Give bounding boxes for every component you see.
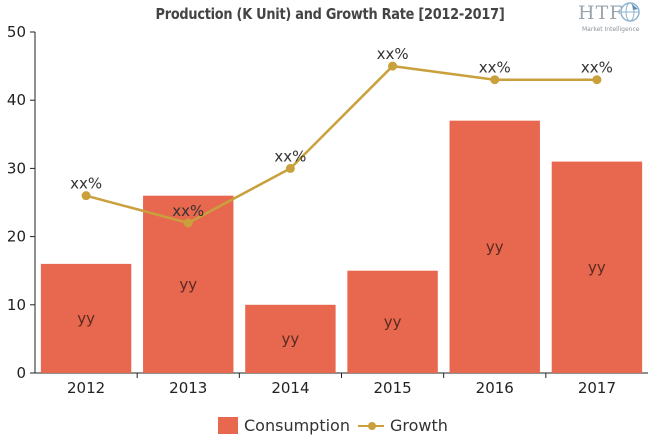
legend-swatch-bar [218, 417, 238, 434]
y-tick-label: 30 [7, 159, 26, 177]
combo-chart: yy yy yy yy yy yy xx% xx% xx% xx% xx% xx% 2012 2013… [7, 23, 648, 397]
growth-data-label: xx% [581, 59, 613, 77]
bar-data-label: yy [77, 309, 95, 327]
growth-point [81, 191, 91, 201]
x-tick-label: 2013 [169, 379, 207, 397]
growth-data-label: xx% [172, 202, 204, 220]
y-tick-label: 50 [7, 23, 26, 41]
x-tick-label: 2014 [271, 379, 309, 397]
growth-point [592, 75, 602, 85]
y-tick-label: 40 [7, 91, 26, 109]
logo-text: HTF [578, 2, 624, 24]
legend-swatch-line [358, 419, 384, 433]
bar [551, 161, 643, 373]
growth-point [388, 61, 398, 71]
legend-label-growth: Growth [390, 416, 448, 435]
growth-data-label: xx% [274, 147, 306, 165]
growth-point [285, 163, 295, 173]
bar [347, 270, 438, 373]
y-tick-label: 10 [7, 296, 26, 314]
bar-data-label: yy [486, 238, 504, 256]
growth-data-label: xx% [70, 175, 102, 193]
growth-point [183, 218, 193, 228]
growth-data-label: xx% [479, 59, 511, 77]
bar-data-label: yy [179, 275, 197, 293]
bar-labels: yy yy yy yy yy yy [77, 238, 606, 348]
logo-subtext: Market Intelligence [582, 26, 640, 33]
chart-title: Production (K Unit) and Growth Rate [201… [155, 5, 505, 23]
line-labels: xx% xx% xx% xx% xx% xx% [70, 45, 613, 220]
axes [30, 31, 648, 378]
htf-logo: HTF Market Intelligence [578, 0, 644, 38]
legend-item-consumption[interactable]: Consumption [218, 416, 350, 435]
y-tick-labels: 0 10 20 30 40 50 [7, 23, 26, 382]
x-tick-labels: 2012 2013 2014 2015 2016 2017 [67, 379, 616, 397]
bar-data-label: yy [384, 313, 402, 331]
x-tick-label: 2017 [578, 379, 616, 397]
x-tick-label: 2016 [476, 379, 514, 397]
y-tick-label: 0 [16, 364, 26, 382]
bar-data-label: yy [282, 330, 300, 348]
bar [245, 304, 336, 373]
growth-data-label: xx% [377, 45, 409, 63]
bar-data-label: yy [588, 258, 606, 276]
bar [40, 263, 132, 373]
growth-point [490, 75, 500, 85]
bar [449, 120, 540, 373]
y-tick-label: 20 [7, 228, 26, 246]
bar-series [40, 120, 643, 373]
x-tick-label: 2012 [67, 379, 105, 397]
line-series [81, 61, 602, 228]
x-tick-label: 2015 [373, 379, 411, 397]
growth-line [85, 64, 597, 225]
globe-icon [618, 0, 642, 28]
legend-item-growth[interactable]: Growth [358, 416, 448, 435]
legend: Consumption Growth [0, 416, 660, 438]
legend-label-consumption: Consumption [244, 416, 350, 435]
